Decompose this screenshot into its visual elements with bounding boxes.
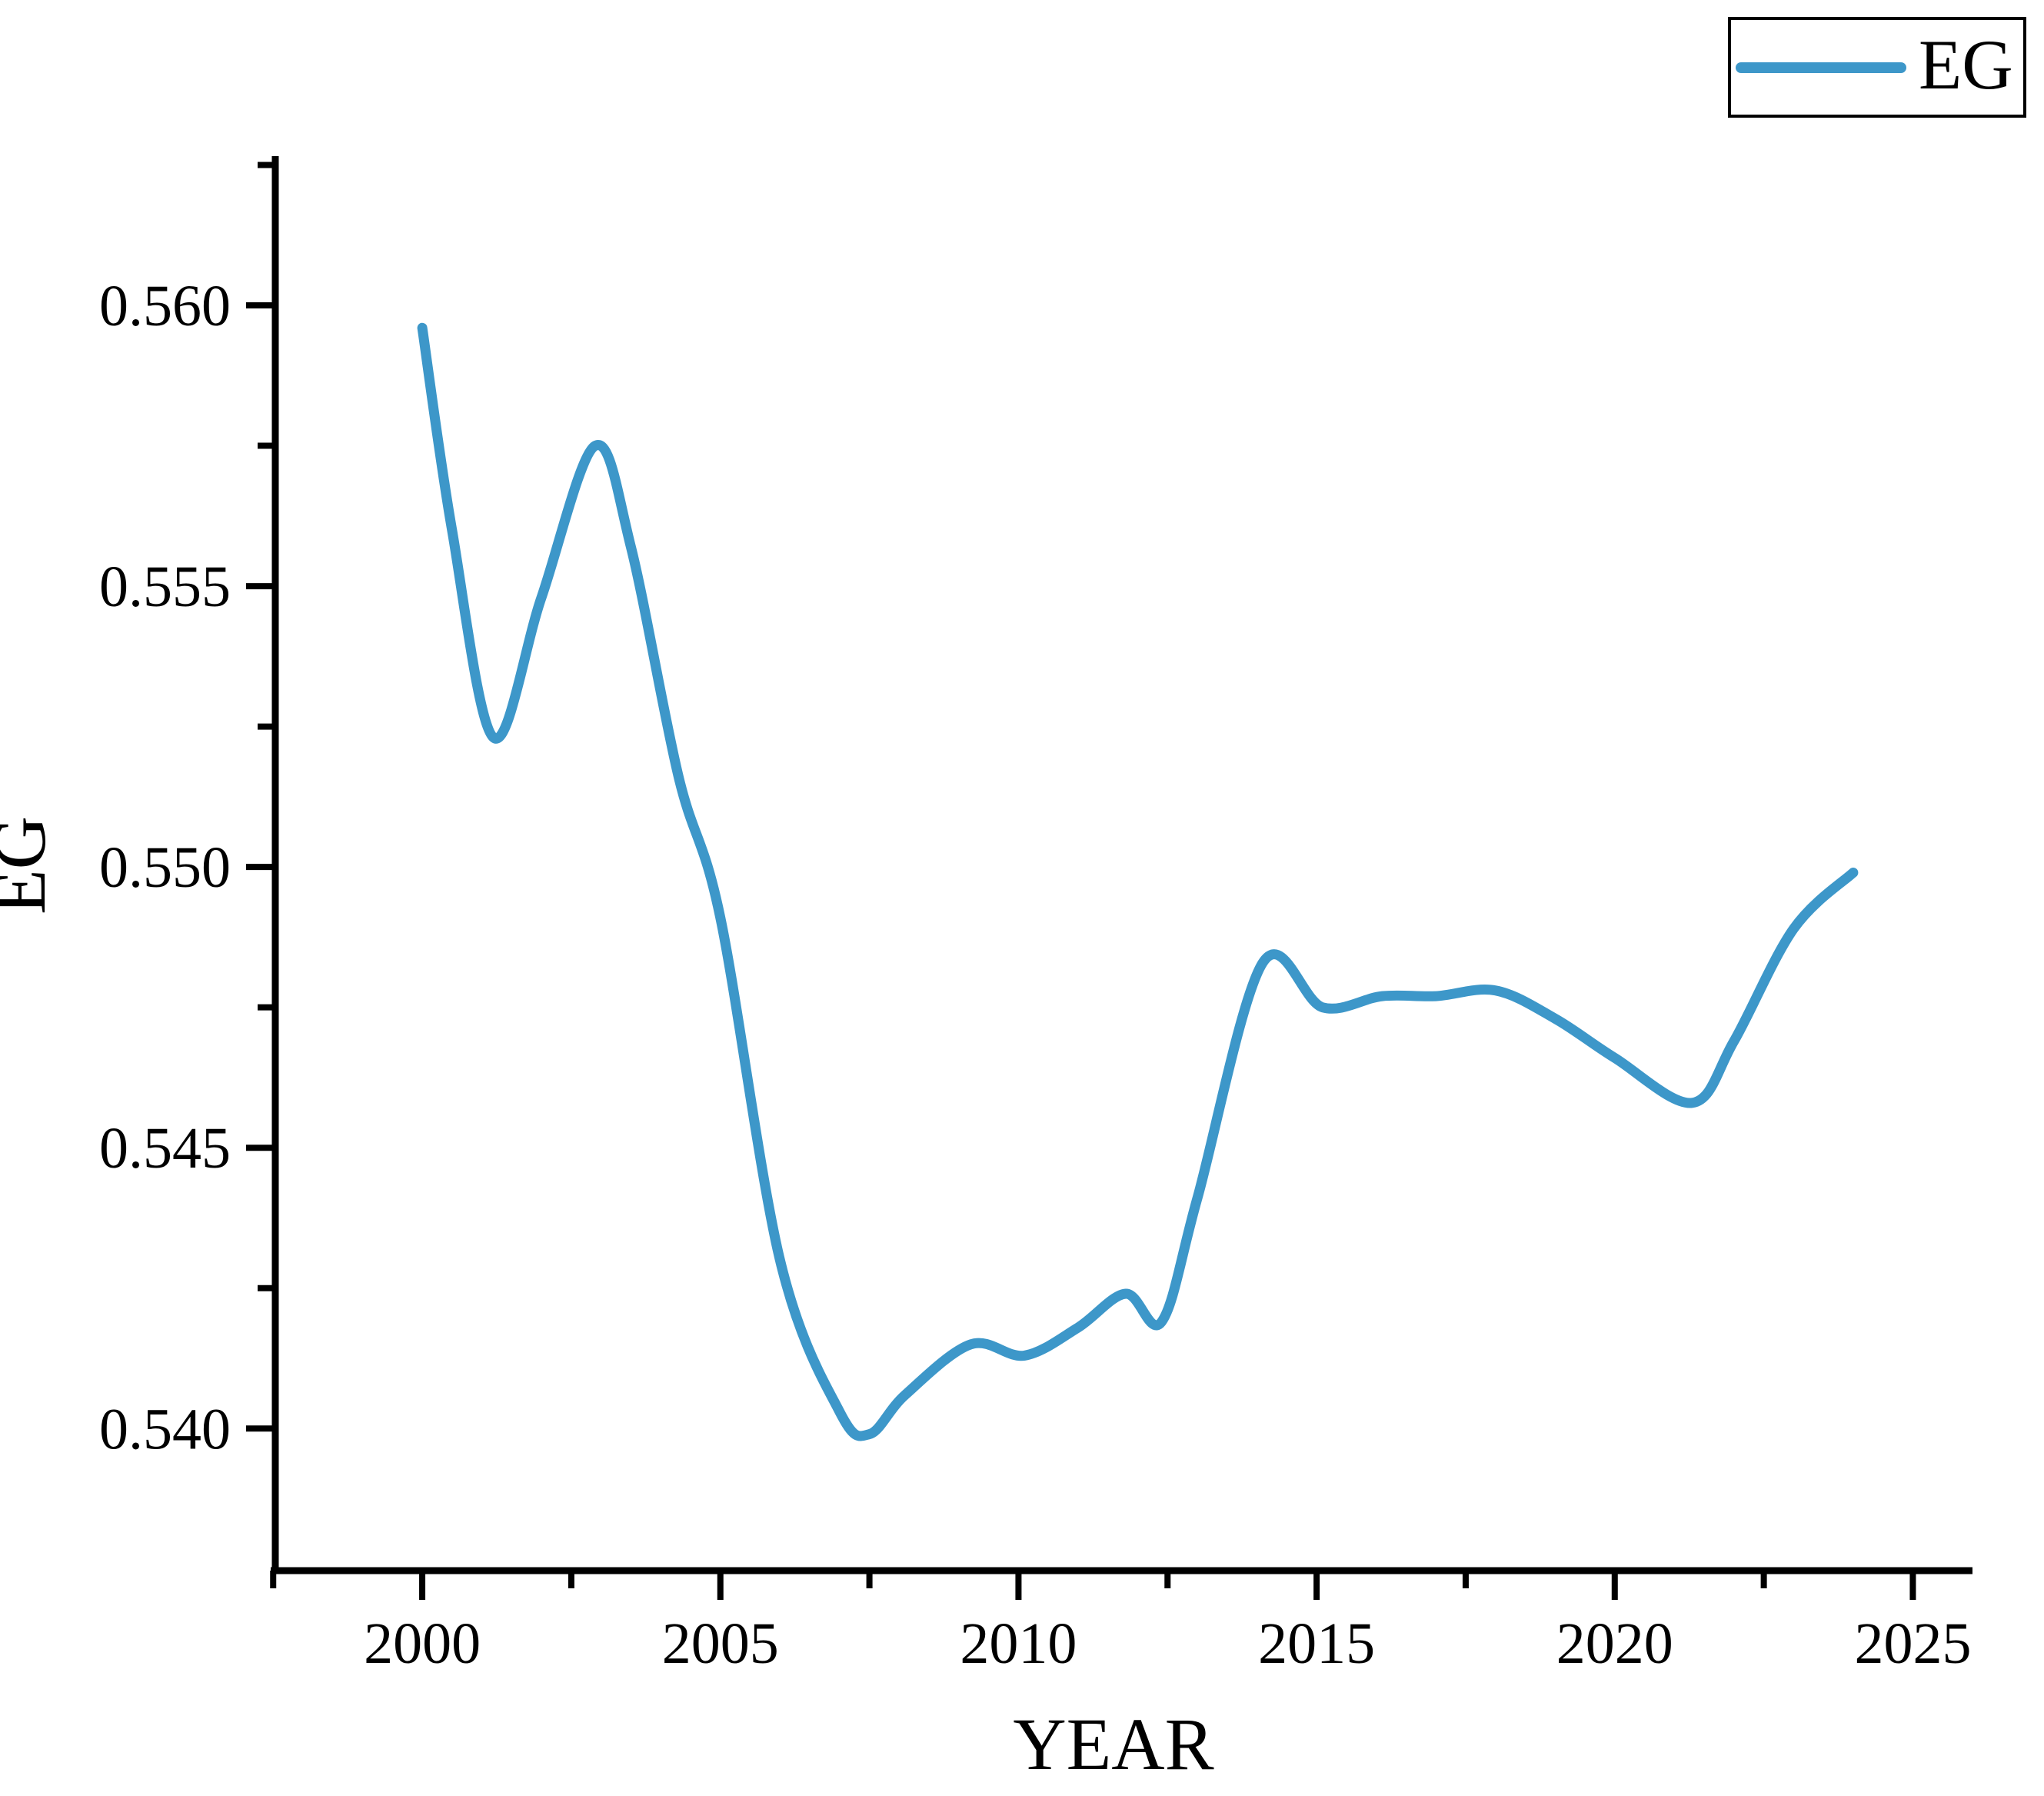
x-tick-label: 2005 bbox=[662, 1611, 779, 1676]
x-axis-title: YEAR bbox=[1013, 1703, 1213, 1785]
x-tick-label: 2010 bbox=[960, 1611, 1077, 1676]
eg-series-line bbox=[417, 322, 1859, 1441]
y-tick-label: 0.545 bbox=[99, 1116, 231, 1181]
y-tick-label: 0.555 bbox=[99, 555, 231, 619]
y-axis-title: EG bbox=[0, 816, 61, 915]
y-tick-label: 0.550 bbox=[99, 835, 231, 900]
tick-labels: 0.540 0.545 0.550 0.555 0.560 2000 2005 2010 201… bbox=[99, 274, 1971, 1676]
legend: EG bbox=[1728, 17, 2026, 118]
x-tick-label: 2020 bbox=[1556, 1611, 1673, 1676]
y-tick-label: 0.560 bbox=[99, 274, 231, 338]
legend-series-label: EG bbox=[1919, 25, 2013, 104]
x-tick-label: 2025 bbox=[1854, 1611, 1971, 1676]
legend-line-swatch bbox=[1736, 62, 1906, 73]
y-tick-label: 0.540 bbox=[99, 1397, 231, 1461]
axes bbox=[246, 156, 1972, 1600]
x-tick-label: 2015 bbox=[1258, 1611, 1375, 1676]
x-tick-label: 2000 bbox=[364, 1611, 481, 1676]
